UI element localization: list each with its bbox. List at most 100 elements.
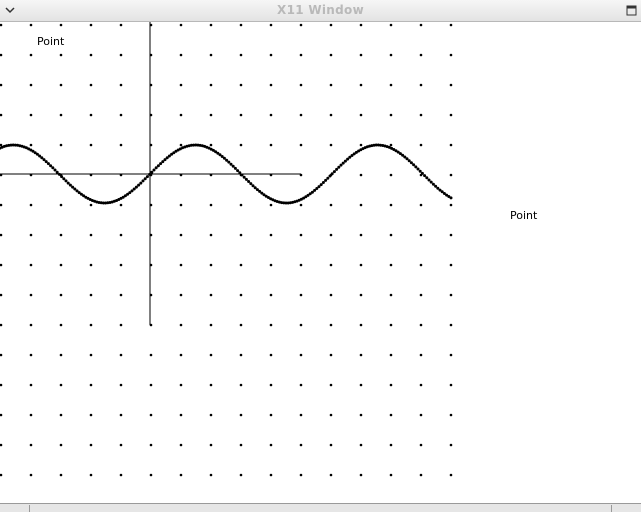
grid-dot [89,323,93,327]
grid-dot [179,383,183,387]
grid-dot [29,353,33,357]
grid-dot [89,83,93,87]
wave-point [139,181,143,185]
grid-dot [0,263,3,267]
wave-point [31,149,35,153]
wave-point [282,201,286,205]
grid-dot [389,23,393,27]
grid-dot [419,293,423,297]
grid-dot [419,143,423,147]
grid-dot [449,413,453,417]
grid-dot [299,383,303,387]
grid-dot [239,323,243,327]
grid-dot [329,83,333,87]
grid-dot [59,53,63,57]
grid-dot [59,263,63,267]
scroll-left-segment[interactable] [0,505,30,512]
chevron-down-icon[interactable] [4,4,16,16]
drawing-canvas[interactable]: Point Point [0,22,641,503]
grid-dot [269,323,273,327]
grid-dot [419,83,423,87]
grid-dot [419,113,423,117]
grid-dot [0,53,3,57]
wave-point [240,173,244,177]
grid-dot [269,53,273,57]
grid-dot [0,23,3,27]
title-bar[interactable]: X11 Window [0,0,641,22]
dot-grid [0,23,453,477]
grid-dot [299,113,303,117]
grid-dot [389,443,393,447]
grid-dot [329,443,333,447]
wave-point [143,177,147,181]
grid-dot [59,83,63,87]
grid-dot [329,383,333,387]
wave-point [440,190,444,194]
grid-dot [0,473,3,477]
grid-dot [269,293,273,297]
grid-dot [59,383,63,387]
grid-dot [329,143,333,147]
grid-dot [0,83,3,87]
grid-dot [119,323,123,327]
wave-point [405,157,409,161]
wave-point [315,187,319,190]
wave-point [128,191,132,195]
bottom-scrollbar[interactable] [0,503,641,512]
wave-point [418,169,422,173]
grid-dot [359,113,363,117]
grid-dot [209,443,213,447]
wave-point [412,163,416,167]
wave-point [346,157,350,161]
grid-dot [269,263,273,267]
grid-dot [89,383,93,387]
wave-point [35,152,39,156]
grid-dot [239,53,243,57]
grid-dot [449,473,453,477]
wave-point [332,170,336,174]
grid-dot [29,323,33,327]
grid-dot [299,473,303,477]
grid-dot [179,233,183,237]
grid-dot [209,143,213,147]
wave-point [401,153,405,157]
wave-point [372,143,376,147]
grid-dot [359,203,363,207]
grid-dot [389,173,393,177]
wave-point [192,143,196,147]
grid-dot [29,413,33,417]
wave-point [236,169,240,173]
grid-dot [269,353,273,357]
wave-point [427,178,431,182]
wave-point [326,176,330,180]
wave-point [119,196,123,200]
grid-dot [119,263,123,267]
grid-dot [269,23,273,27]
grid-dot [299,413,303,417]
grid-dot [269,443,273,447]
wave-point [409,161,413,165]
wave-point [321,181,325,184]
grid-dot [59,293,63,297]
maximize-icon[interactable] [625,4,637,16]
wave-point [343,159,347,163]
grid-dot [89,143,93,147]
grid-dot [359,443,363,447]
grid-dot [89,53,93,57]
wave-point [258,189,262,193]
grid-dot [299,263,303,267]
grid-dot [299,203,303,207]
grid-dot [359,233,363,237]
grid-dot [449,113,453,117]
grid-dot [149,353,153,357]
grid-dot [419,263,423,267]
wave-point [253,186,257,190]
wave-point [284,201,288,205]
grid-dot [239,203,243,207]
wave-point [280,201,284,205]
wave-point [302,196,306,200]
grid-dot [0,323,3,327]
grid-dot [449,203,453,207]
grid-dot [449,293,453,297]
scroll-right-segment[interactable] [611,505,641,512]
